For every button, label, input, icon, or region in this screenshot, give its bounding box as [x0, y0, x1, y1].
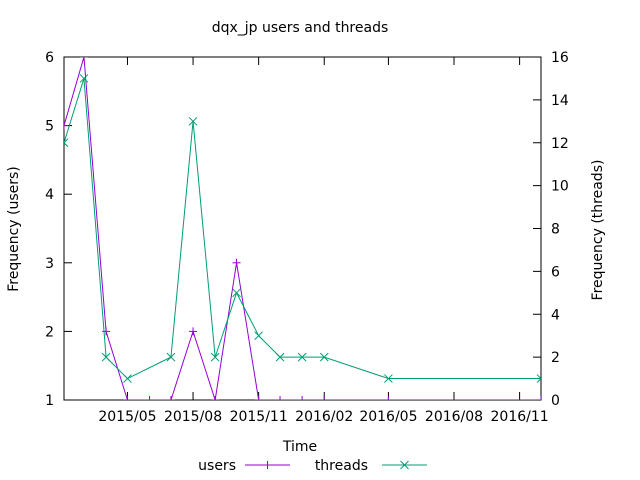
data-point-threads	[319, 352, 329, 362]
data-point-users	[254, 396, 263, 400]
series-line-users	[64, 57, 541, 400]
data-point-users	[102, 327, 111, 336]
data-point-users	[211, 396, 220, 400]
right-y-tick-label: 2	[551, 350, 560, 366]
data-point-threads	[536, 374, 541, 383]
data-point-threads	[254, 331, 264, 341]
data-point-threads	[101, 352, 111, 362]
series-line-threads	[64, 78, 541, 380]
x-tick-label: 2015/11	[230, 409, 288, 425]
x-tick-label: 2015/05	[98, 409, 156, 425]
data-point-users	[232, 258, 241, 267]
data-point-threads	[297, 352, 307, 362]
data-point-users	[320, 396, 329, 400]
data-point-users	[189, 327, 198, 336]
right-y-axis: 0 2 4 6 8 10 12 14 16	[533, 50, 569, 409]
series-threads	[64, 74, 541, 383]
left-y-tick-label: 6	[45, 50, 54, 66]
x-tick-label: 2016/05	[359, 409, 417, 425]
data-point-threads	[123, 374, 132, 383]
data-point-threads	[275, 352, 285, 362]
data-point-threads	[166, 352, 176, 362]
data-point-users	[276, 396, 285, 400]
legend-marker-users	[263, 461, 272, 469]
left-y-axis-label: Frequency (users)	[6, 166, 22, 292]
data-point-threads	[64, 138, 69, 148]
data-point-threads	[232, 288, 241, 298]
legend-label-users: users	[198, 458, 236, 474]
left-y-axis: 1 2 3 4 5 6	[45, 50, 72, 409]
x-axis: 2015/05 2015/08 2015/11 2016/02 2016/05 2016/…	[98, 57, 549, 425]
data-point-users	[145, 396, 154, 400]
data-point-threads	[384, 374, 393, 383]
chart-title: dqx_jp users and threads	[212, 20, 389, 36]
left-y-tick-label: 1	[45, 393, 54, 409]
left-y-tick-label: 2	[45, 324, 54, 340]
right-y-tick-label: 8	[551, 222, 560, 238]
data-point-threads	[210, 352, 220, 362]
x-axis-label: Time	[282, 439, 317, 455]
data-point-users	[123, 396, 132, 400]
x-tick-label: 2016/11	[491, 409, 549, 425]
data-point-users	[298, 396, 307, 400]
x-tick-label: 2016/08	[425, 409, 483, 425]
right-y-tick-label: 4	[551, 307, 560, 323]
right-y-tick-label: 12	[551, 136, 569, 152]
right-y-tick-label: 14	[551, 93, 569, 109]
plot-area	[64, 57, 541, 400]
data-point-users	[64, 121, 68, 130]
series-users	[64, 57, 541, 400]
left-y-tick-label: 5	[45, 119, 54, 135]
legend-label-threads: threads	[315, 458, 368, 474]
right-y-tick-label: 6	[551, 264, 560, 280]
legend: users threads	[198, 458, 427, 474]
legend-marker-threads	[400, 460, 409, 470]
data-point-users	[166, 396, 175, 400]
right-y-tick-label: 10	[551, 179, 569, 195]
data-point-threads	[188, 116, 198, 126]
x-tick-label: 2016/02	[295, 409, 353, 425]
data-point-users	[384, 396, 393, 400]
left-y-tick-label: 3	[45, 256, 54, 272]
right-y-tick-label: 0	[551, 393, 560, 409]
data-point-threads	[79, 74, 89, 83]
plot-frame	[63, 56, 542, 401]
data-point-users	[537, 396, 541, 400]
right-y-axis-label: Frequency (threads)	[590, 160, 606, 301]
left-y-tick-label: 4	[45, 187, 54, 203]
data-point-users	[79, 57, 88, 61]
right-y-tick-label: 16	[551, 50, 569, 66]
x-tick-label: 2015/08	[164, 409, 222, 425]
